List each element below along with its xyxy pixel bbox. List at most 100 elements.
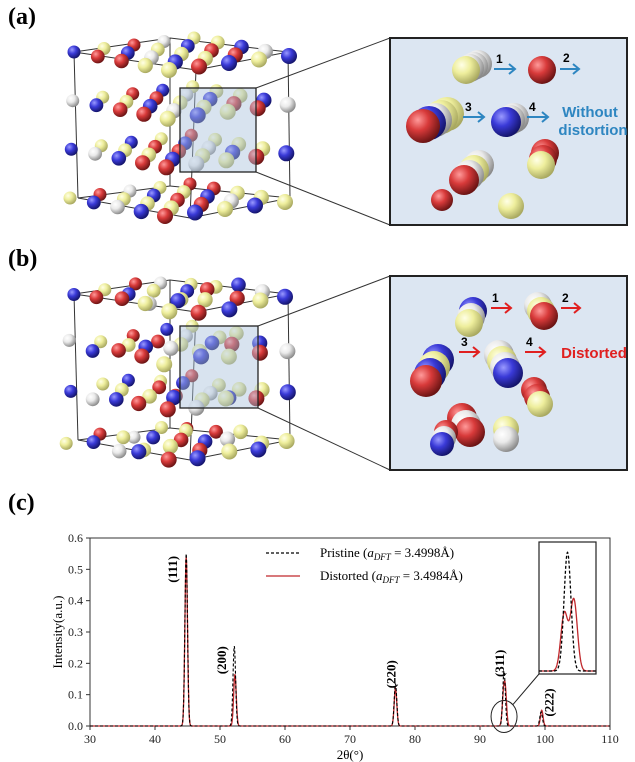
arrow-number-1: 1 bbox=[492, 291, 499, 305]
peak-label: (111) bbox=[165, 556, 180, 583]
atom bbox=[162, 438, 178, 455]
atom bbox=[221, 301, 238, 318]
x-tick-label: 60 bbox=[279, 732, 291, 746]
atom bbox=[111, 343, 126, 358]
peak-label: (200) bbox=[214, 646, 229, 674]
inset-box bbox=[538, 541, 597, 675]
cube-edge bbox=[189, 69, 197, 219]
x-tick-label: 90 bbox=[474, 732, 486, 746]
atom bbox=[112, 102, 128, 117]
cube-edge bbox=[189, 197, 291, 219]
arrow-number-4: 4 bbox=[526, 335, 533, 349]
arrow-1 bbox=[491, 302, 513, 314]
lattice-b bbox=[59, 276, 296, 468]
y-tick-label: 0.2 bbox=[68, 656, 83, 670]
chart-curves bbox=[90, 553, 610, 727]
atom bbox=[277, 288, 293, 305]
atom bbox=[279, 343, 296, 360]
atom bbox=[86, 195, 101, 210]
cube-edge bbox=[73, 279, 171, 295]
arrow-number-4: 4 bbox=[529, 100, 536, 114]
atom bbox=[431, 189, 453, 211]
inset-series-line bbox=[539, 551, 596, 672]
atom bbox=[251, 51, 267, 68]
arrow-3 bbox=[463, 111, 486, 123]
arrow-number-3: 3 bbox=[461, 335, 468, 349]
atom bbox=[166, 390, 182, 406]
atom bbox=[161, 303, 178, 320]
inset-series-line bbox=[539, 597, 596, 672]
atom bbox=[221, 443, 238, 460]
atom bbox=[219, 103, 236, 120]
caption-line-1: Distorted bbox=[561, 345, 627, 362]
zoom-region-b bbox=[179, 325, 259, 409]
atom bbox=[410, 365, 442, 397]
cube-edge bbox=[287, 51, 291, 199]
panel-a-figure: 1 2 3 4 Without distortion bbox=[63, 31, 628, 226]
atom bbox=[279, 96, 296, 113]
atom bbox=[193, 348, 210, 365]
atom bbox=[109, 392, 124, 407]
atom bbox=[131, 395, 147, 412]
atom bbox=[187, 204, 203, 221]
atom bbox=[219, 431, 236, 447]
y-tick-label: 0.3 bbox=[68, 625, 83, 639]
xrd-chart: 30 40 50 60 70 80 90 100 110 0.0 0.1 0.2 0.3 0.4 0.5 0.… bbox=[50, 531, 619, 762]
atom bbox=[163, 340, 179, 356]
atom bbox=[88, 146, 102, 161]
atom bbox=[189, 107, 206, 124]
atom bbox=[209, 424, 223, 439]
atom bbox=[156, 356, 173, 373]
atom bbox=[491, 107, 521, 137]
peak-label: (222) bbox=[541, 688, 556, 716]
atom bbox=[279, 384, 296, 401]
atom bbox=[218, 152, 235, 169]
chart-axes: 30 40 50 60 70 80 90 100 110 0.0 0.1 0.2 0.3 0.4 0.5 0.… bbox=[50, 531, 619, 762]
atom bbox=[188, 155, 205, 172]
zoom-connector-a-top bbox=[255, 37, 391, 89]
chart-legend: Pristine (aDFT = 3.4998Å) Distorted (aDFT… bbox=[266, 545, 463, 585]
atom bbox=[137, 295, 153, 312]
atom bbox=[129, 277, 142, 291]
peak-annotations: (111) (200) (220) (311) (222) bbox=[165, 556, 556, 717]
peak-inset bbox=[490, 541, 597, 733]
atom bbox=[90, 49, 105, 64]
atom bbox=[220, 348, 237, 365]
atom bbox=[231, 277, 246, 293]
atom bbox=[111, 151, 127, 166]
atom bbox=[146, 430, 161, 445]
atom bbox=[66, 94, 80, 108]
atom bbox=[85, 344, 100, 358]
atom bbox=[155, 421, 168, 434]
atom bbox=[134, 348, 150, 364]
inset-connector bbox=[512, 673, 540, 705]
atom bbox=[455, 417, 485, 447]
atom bbox=[159, 110, 176, 127]
atom bbox=[136, 106, 152, 122]
atom bbox=[142, 389, 157, 404]
atom bbox=[67, 45, 81, 59]
x-tick-label: 110 bbox=[601, 732, 619, 746]
peak-label: (220) bbox=[384, 660, 399, 688]
atom bbox=[158, 159, 175, 176]
atom bbox=[86, 435, 101, 449]
atom bbox=[89, 290, 104, 305]
atom bbox=[85, 392, 100, 407]
atom bbox=[224, 336, 240, 352]
atom bbox=[528, 56, 556, 84]
arrow-4 bbox=[527, 111, 550, 123]
x-tick-label: 70 bbox=[344, 732, 356, 746]
atom bbox=[217, 201, 233, 217]
atom bbox=[114, 291, 130, 306]
caption-line-2: distortion bbox=[558, 122, 627, 139]
atom bbox=[111, 443, 127, 459]
atom bbox=[89, 98, 104, 113]
x-tick-label: 80 bbox=[409, 732, 421, 746]
legend-label: Pristine (aDFT = 3.4998Å) bbox=[320, 545, 454, 562]
atom bbox=[160, 451, 177, 468]
atom bbox=[191, 58, 207, 75]
atom bbox=[530, 302, 558, 330]
atom bbox=[151, 334, 165, 349]
atom bbox=[452, 56, 480, 84]
x-tick-label: 50 bbox=[214, 732, 226, 746]
